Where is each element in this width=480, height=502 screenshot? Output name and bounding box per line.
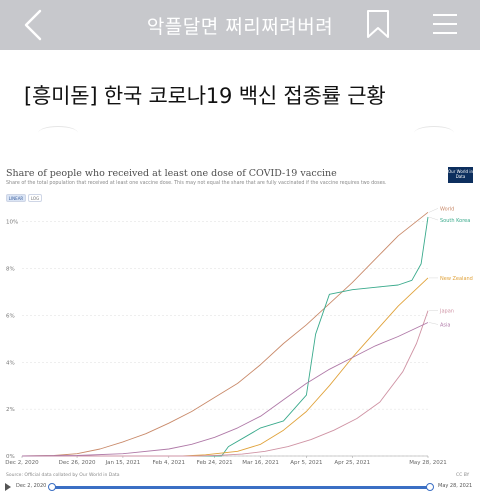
- post-title: [흥미돋] 한국 코로나19 백신 접종률 근황: [24, 84, 386, 108]
- series-label-japan: Japan: [439, 309, 454, 315]
- series-label-south-korea: South Korea: [440, 218, 470, 224]
- chart-plot: 0% 2% 4% 6% 8% 10% Dec 2, 2020 Dec 26, 2020 Jan …: [5, 206, 473, 466]
- y-tick-label: 0%: [6, 454, 15, 460]
- x-tick-label: Jan 15, 2021: [105, 460, 141, 466]
- log-scale-toggle[interactable]: LOG: [28, 194, 42, 202]
- chart-title: Share of people who received at least on…: [6, 168, 337, 179]
- timeline-track[interactable]: [50, 486, 430, 489]
- series-label-new-zealand: New Zealand: [440, 276, 473, 282]
- timeline-end-handle[interactable]: [426, 483, 434, 491]
- decorative-arc: [414, 126, 454, 140]
- timeline-end: May 28, 2021: [438, 483, 473, 489]
- series-label-asia: Asia: [440, 322, 450, 328]
- timeline-start-handle[interactable]: [48, 483, 56, 491]
- y-tick-label: 4%: [6, 360, 15, 366]
- series-line-asia: [21, 322, 429, 457]
- x-tick-label: Dec 26, 2020: [59, 460, 96, 466]
- top-header-bar: 악플달면 쩌리쩌려버려: [0, 0, 480, 50]
- x-tick-label: Mar 16, 2021: [242, 460, 279, 466]
- y-tick-label: 10%: [6, 220, 18, 226]
- timeline-start: Dec 2, 2020: [16, 483, 47, 489]
- series-label-leader: [428, 216, 439, 221]
- hamburger-menu-icon[interactable]: [432, 12, 458, 36]
- series-label-world: World: [440, 206, 454, 212]
- x-tick-label: Dec 2, 2020: [5, 460, 39, 466]
- y-tick-label: 8%: [6, 267, 15, 273]
- series-line-world: [21, 211, 429, 457]
- linear-scale-toggle[interactable]: LINEAR: [6, 194, 26, 202]
- series-label-leader: [428, 322, 439, 325]
- decorative-arc: [38, 126, 78, 140]
- board-title: 악플달면 쩌리쩌려버려: [146, 16, 334, 38]
- chart-license: CC BY: [456, 473, 470, 478]
- series-label-leader: [428, 208, 439, 213]
- chart-source: Source: Official data collated by Our Wo…: [6, 473, 120, 478]
- vaccination-chart: 0% 2% 4% 6% 8% 10% Dec 2, 2020 Dec 26, 2020 Jan …: [0, 160, 480, 502]
- series-line-south-korea: [22, 216, 429, 457]
- x-tick-label: Feb 4, 2021: [153, 460, 185, 466]
- series-line-new-zealand: [22, 277, 429, 457]
- y-tick-label: 6%: [6, 313, 15, 319]
- x-tick-label: Apr 5, 2021: [290, 460, 322, 466]
- series-line-japan: [22, 310, 429, 457]
- x-tick-label: Apr 25, 2021: [334, 460, 370, 466]
- chevron-left-icon[interactable]: [18, 9, 48, 41]
- y-tick-label: 2%: [6, 407, 15, 413]
- bookmark-icon[interactable]: [366, 9, 390, 39]
- play-icon[interactable]: [5, 483, 11, 491]
- chart-subtitle: Share of the total population that recei…: [6, 181, 387, 186]
- x-tick-label: May 28, 2021: [409, 460, 447, 466]
- owid-logo: Our World in Data: [448, 167, 473, 183]
- timeline-slider[interactable]: Dec 2, 2020 May 28, 2021: [0, 480, 480, 494]
- x-tick-label: Feb 24, 2021: [197, 460, 233, 466]
